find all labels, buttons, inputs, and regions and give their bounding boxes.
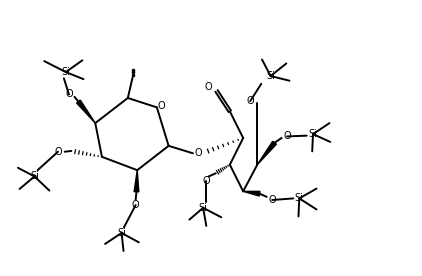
Text: Si: Si [308,129,317,139]
Polygon shape [134,170,139,192]
Polygon shape [257,141,276,165]
Text: Si: Si [62,67,70,77]
Text: Si: Si [199,203,208,213]
Polygon shape [243,191,260,196]
Text: O: O [65,89,73,99]
Text: O: O [54,147,62,157]
Text: O: O [195,148,202,158]
Text: O: O [246,96,254,106]
Polygon shape [76,100,95,123]
Text: O: O [132,200,140,210]
Text: O: O [204,82,212,92]
Text: O: O [203,176,210,186]
Text: O: O [158,101,165,111]
Text: Si: Si [30,171,39,181]
Text: Si: Si [266,71,275,81]
Text: O: O [283,131,291,141]
Text: Si: Si [295,193,304,203]
Text: Si: Si [117,228,126,238]
Text: O: O [268,195,276,205]
